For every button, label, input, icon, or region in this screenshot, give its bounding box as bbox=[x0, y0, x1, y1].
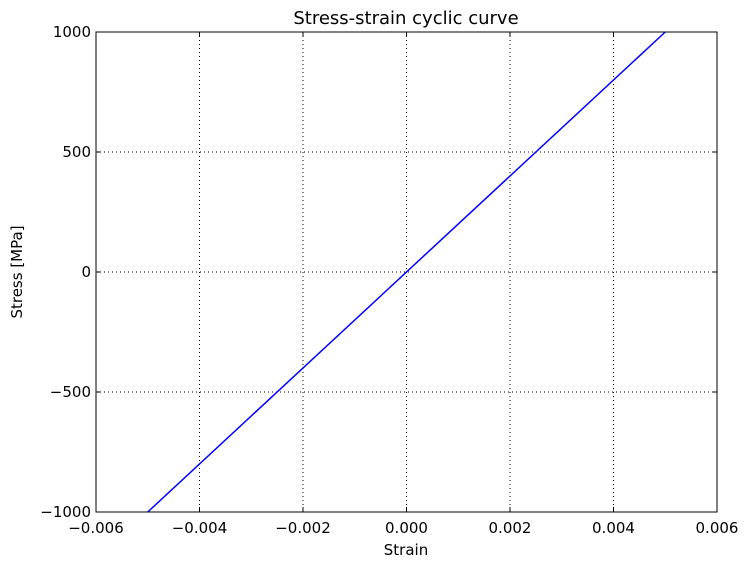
y-tick-label: −500 bbox=[50, 383, 91, 401]
x-tick-label: 0.002 bbox=[489, 519, 532, 537]
series-line bbox=[147, 31, 666, 513]
plot-frame bbox=[95, 31, 718, 513]
y-tick-label: −1000 bbox=[40, 503, 91, 521]
x-tick-label: −0.004 bbox=[172, 519, 228, 537]
x-tick-label: 0.006 bbox=[696, 519, 739, 537]
x-tick-label: 0.004 bbox=[592, 519, 635, 537]
y-axis-label: Stress [MPa] bbox=[8, 225, 26, 318]
x-tick-label: −0.002 bbox=[275, 519, 331, 537]
tick-labels: −0.006 −0.004 −0.002 0.000 0.002 0.004 0.006 −1… bbox=[40, 23, 738, 537]
series-layer bbox=[147, 31, 666, 513]
x-tick-label: −0.006 bbox=[68, 519, 124, 537]
x-axis-label: Strain bbox=[384, 541, 428, 559]
x-tick-label: 0.000 bbox=[385, 519, 428, 537]
y-tick-label: 500 bbox=[62, 143, 91, 161]
y-tick-label: 0 bbox=[81, 263, 91, 281]
grid bbox=[96, 32, 717, 512]
y-tick-label: 1000 bbox=[53, 23, 91, 41]
chart-title: Stress-strain cyclic curve bbox=[293, 8, 518, 29]
